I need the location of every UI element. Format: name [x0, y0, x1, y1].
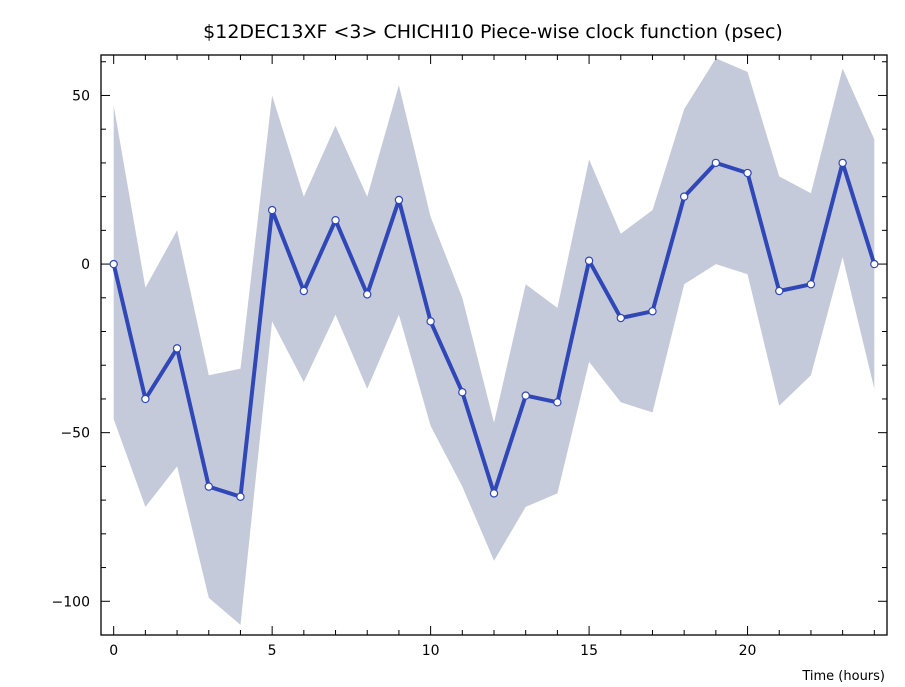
plot-area: 0 5 10 15 20 50 0 −50 −100 [52, 54, 888, 659]
data-point [458, 388, 467, 397]
data-point [236, 492, 245, 501]
data-point [870, 259, 879, 269]
data-point [584, 256, 594, 265]
data-point [553, 398, 562, 407]
data-point [838, 158, 847, 168]
x-axis-label: Time (hours) [801, 669, 885, 684]
data-point [141, 394, 150, 404]
uncertainty-band [113, 58, 875, 625]
x-tick-label: 0 [109, 643, 118, 659]
data-point [489, 489, 499, 498]
y-tick-label: 50 [72, 88, 90, 104]
data-point [648, 307, 657, 316]
x-tick-label: 20 [739, 643, 757, 659]
data-point [331, 216, 340, 225]
y-tick-label: −50 [60, 426, 90, 442]
data-point [616, 313, 625, 323]
x-tick-label: 15 [580, 643, 598, 659]
data-point [172, 344, 182, 353]
data-point [363, 290, 372, 299]
x-tick-label: 10 [422, 643, 440, 659]
data-point [109, 259, 118, 269]
x-tick-label: 5 [268, 643, 277, 659]
data-point [521, 391, 530, 400]
data-point [806, 280, 816, 289]
data-point [299, 286, 309, 296]
data-point [267, 205, 277, 215]
data-point [743, 168, 752, 178]
chart-title: $12DEC13XF <3> CHICHI10 Piece-wise clock… [203, 21, 783, 43]
data-point [679, 192, 689, 201]
data-point [711, 158, 721, 168]
data-point [775, 286, 784, 296]
y-tick-label: 0 [81, 257, 90, 273]
data-point [394, 195, 404, 205]
data-point [426, 317, 435, 326]
data-point [204, 482, 213, 491]
y-tick-label: −100 [52, 594, 90, 610]
